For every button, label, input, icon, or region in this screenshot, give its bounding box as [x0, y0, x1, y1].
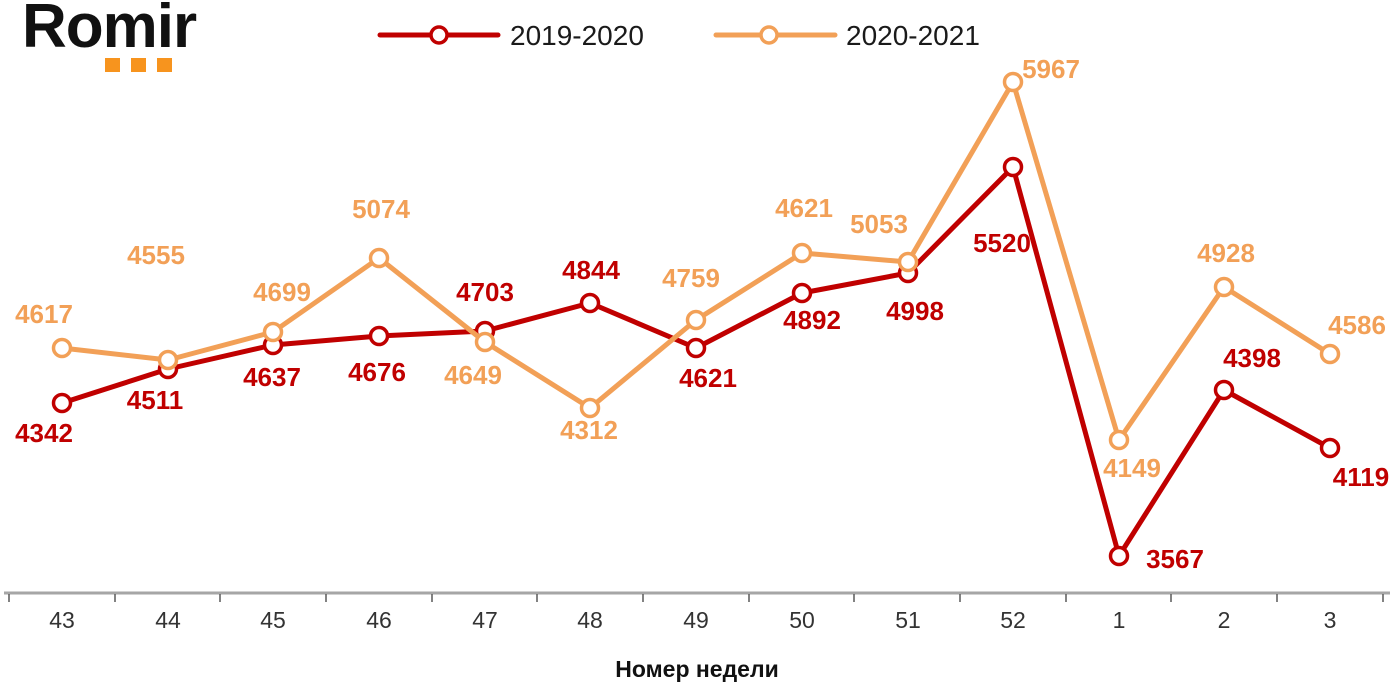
data-point-marker [791, 282, 813, 304]
logo-text: Romir [22, 0, 197, 61]
x-tick-label: 49 [683, 607, 709, 633]
data-label: 4699 [253, 277, 311, 307]
x-tick-label: 2 [1218, 607, 1231, 633]
x-tick-label: 50 [789, 607, 815, 633]
x-tick-label: 43 [49, 607, 75, 633]
data-point-marker [368, 325, 390, 347]
x-axis-title: Номер недели [615, 656, 778, 682]
logo-dots [105, 58, 172, 72]
data-label: 3567 [1146, 544, 1204, 574]
data-point-marker [51, 337, 73, 359]
x-tick-label: 52 [1000, 607, 1026, 633]
data-point-marker [1319, 343, 1341, 365]
logo-dot-icon [105, 58, 120, 72]
logo-dot-icon [157, 58, 172, 72]
data-point-marker [579, 292, 601, 314]
romir-logo: Romir [22, 0, 197, 61]
x-tick-label: 1 [1113, 607, 1126, 633]
data-label: 4621 [775, 193, 833, 223]
data-point-marker [262, 321, 284, 343]
legend-marker-icon [429, 25, 449, 45]
data-label: 5053 [850, 209, 908, 239]
data-point-marker [685, 337, 707, 359]
legend-label: 2020-2021 [846, 20, 980, 51]
data-label: 4703 [456, 277, 514, 307]
x-tick-label: 46 [366, 607, 392, 633]
data-point-marker [685, 309, 707, 331]
data-label: 5967 [1022, 54, 1080, 84]
x-tick-label: 45 [260, 607, 286, 633]
data-point-marker [1108, 429, 1130, 451]
logo-dot-icon [131, 58, 146, 72]
data-point-marker [1213, 379, 1235, 401]
x-tick-label: 44 [155, 607, 181, 633]
legend-label: 2019-2020 [510, 20, 644, 51]
data-point-marker [897, 251, 919, 273]
x-tick-label: 3 [1324, 607, 1337, 633]
x-tick-label: 47 [472, 607, 498, 633]
data-point-marker [51, 392, 73, 414]
data-label: 4928 [1197, 238, 1255, 268]
data-label: 4617 [15, 299, 73, 329]
data-label: 4398 [1223, 343, 1281, 373]
data-label: 4676 [348, 357, 406, 387]
data-label: 4511 [127, 385, 183, 415]
data-label: 4892 [783, 305, 841, 335]
data-point-marker [1108, 545, 1130, 567]
data-label: 4342 [15, 418, 73, 448]
data-label: 4312 [560, 415, 618, 445]
data-label: 4649 [444, 360, 502, 390]
data-label: 4119 [1333, 462, 1389, 492]
data-label: 4759 [662, 263, 720, 293]
data-point-marker [1319, 437, 1341, 459]
data-label: 4586 [1328, 310, 1386, 340]
data-label: 4844 [562, 255, 620, 285]
x-tick-label: 51 [895, 607, 921, 633]
data-label: 4149 [1103, 453, 1161, 483]
data-label: 5520 [973, 228, 1031, 258]
data-point-marker [791, 242, 813, 264]
data-point-marker [1213, 276, 1235, 298]
data-label: 4621 [679, 363, 737, 393]
data-label: 4637 [243, 362, 301, 392]
data-point-marker [1002, 156, 1024, 178]
data-label: 4555 [127, 240, 185, 270]
data-point-marker [368, 247, 390, 269]
data-point-marker [579, 397, 601, 419]
x-tick-label: 48 [577, 607, 603, 633]
data-point-marker [157, 349, 179, 371]
legend-marker-icon [759, 25, 779, 45]
data-point-marker [1002, 71, 1024, 93]
data-point-marker [474, 331, 496, 353]
data-label: 4998 [886, 296, 944, 326]
data-label: 5074 [352, 194, 410, 224]
